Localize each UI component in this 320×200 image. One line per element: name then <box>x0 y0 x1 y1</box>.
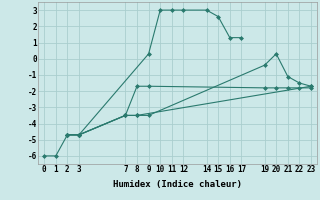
X-axis label: Humidex (Indice chaleur): Humidex (Indice chaleur) <box>113 180 242 189</box>
